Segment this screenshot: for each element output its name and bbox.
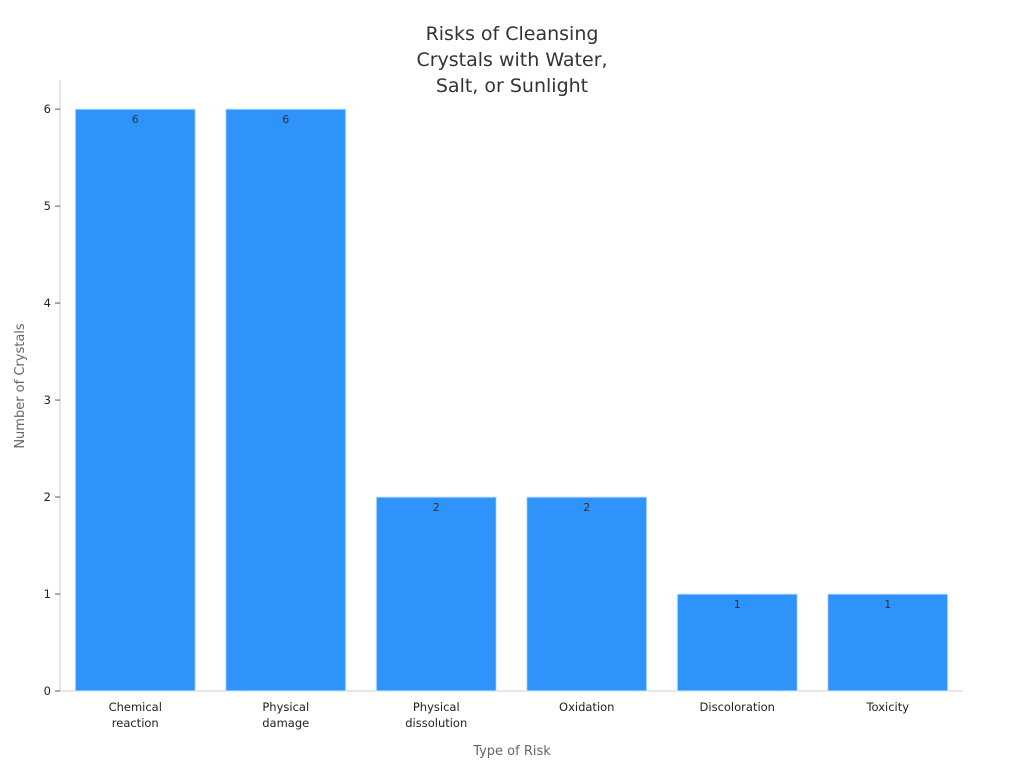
y-axis: 0 1 2 3 4 5 6 <box>44 80 61 698</box>
bar-5[interactable] <box>827 593 949 692</box>
x-tick-label: Oxidation <box>559 700 614 714</box>
x-tick-label: Physical dissolution <box>405 700 467 730</box>
bar-0[interactable] <box>74 108 196 692</box>
chart-title-line-3: Salt, or Sunlight <box>436 75 588 97</box>
data-labels: 6 6 2 2 1 1 <box>132 113 892 611</box>
y-tick-label: 1 <box>44 587 51 601</box>
x-tick-label: Physical damage <box>262 700 309 730</box>
x-tick-label: Toxicity <box>865 700 909 714</box>
data-label-3: 2 <box>583 501 590 514</box>
y-tick-label: 5 <box>44 199 51 213</box>
x-tick-label: Discoloration <box>700 700 775 714</box>
data-label-1: 6 <box>282 113 289 126</box>
y-tick-label: 2 <box>44 490 51 504</box>
bar-1[interactable] <box>225 108 347 692</box>
y-tick-label: 6 <box>44 102 51 116</box>
y-tick-label: 4 <box>44 296 51 310</box>
bar-series <box>74 108 949 692</box>
chart-title: Risks of Cleansing Crystals with Water, … <box>416 23 607 97</box>
bar-4[interactable] <box>676 593 798 692</box>
bar-3[interactable] <box>526 496 648 692</box>
chart-title-line-1: Risks of Cleansing <box>426 23 599 45</box>
data-label-5: 1 <box>884 598 891 611</box>
y-axis-label: Number of Crystals <box>13 323 28 449</box>
x-tick-label: Chemical reaction <box>109 700 162 730</box>
y-tick-label: 3 <box>44 393 51 407</box>
x-axis: Chemical reaction Physical damage Physical di… <box>60 690 963 730</box>
data-label-0: 6 <box>132 113 139 126</box>
y-tick-label: 0 <box>44 684 51 698</box>
data-label-4: 1 <box>734 598 741 611</box>
data-label-2: 2 <box>433 501 440 514</box>
chart-title-line-2: Crystals with Water, <box>416 49 607 71</box>
bar-2[interactable] <box>375 496 497 692</box>
x-axis-label: Type of Risk <box>472 744 551 759</box>
